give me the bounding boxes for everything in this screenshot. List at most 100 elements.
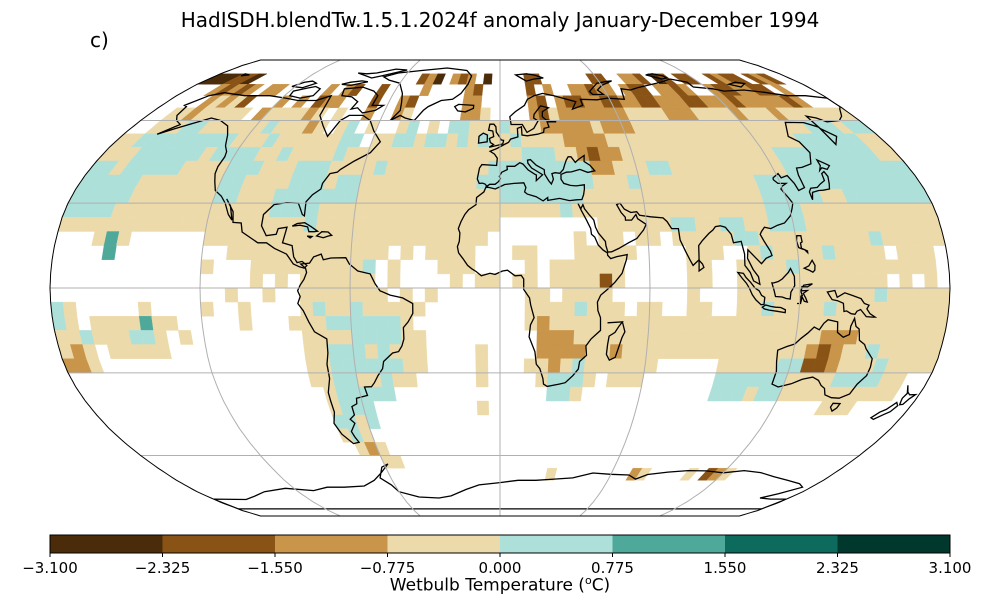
- grid-cell: [153, 330, 169, 345]
- grid-cell: [467, 133, 480, 148]
- grid-cell: [151, 316, 167, 331]
- grid-cell: [466, 146, 479, 162]
- colorbar: [49, 534, 951, 557]
- grid-cell: [871, 245, 886, 260]
- grid-cell: [730, 217, 746, 232]
- grid-cell: [785, 301, 800, 317]
- grid-cell: [315, 217, 330, 232]
- grid-cell: [317, 358, 333, 373]
- colorbar-tick-label: 2.325: [816, 559, 859, 577]
- grid-cell: [414, 202, 429, 218]
- grid-cell: [685, 316, 700, 331]
- grid-cell: [524, 245, 538, 260]
- grid-cell: [549, 273, 563, 289]
- grid-cell: [327, 217, 343, 232]
- grid-cell: [874, 273, 888, 289]
- panel-label: c): [90, 28, 109, 52]
- grid-cell: [784, 316, 799, 331]
- grid-cell: [451, 188, 465, 204]
- grid-cell: [387, 316, 402, 331]
- grid-cell: [936, 287, 950, 303]
- grid-cell: [883, 316, 899, 331]
- grid-cell: [908, 245, 924, 260]
- grid-cell: [861, 287, 876, 303]
- coastline: [513, 73, 544, 82]
- grid-cell: [535, 188, 549, 204]
- grid-cell: [621, 217, 636, 232]
- grid-cell: [607, 358, 622, 373]
- grid-cell: [609, 344, 624, 359]
- grid-cell: [451, 202, 465, 218]
- grid-cell: [548, 330, 563, 345]
- grid-cell: [324, 273, 338, 289]
- grid-cell: [836, 273, 851, 289]
- coastline: [645, 73, 669, 80]
- grid-cell: [574, 301, 588, 317]
- grid-cell: [379, 188, 395, 204]
- grid-cell: [823, 259, 838, 275]
- grid-cell: [706, 344, 722, 359]
- grid-cell: [350, 245, 365, 260]
- coastline: [456, 78, 843, 388]
- grid-cell: [324, 259, 339, 275]
- grid-cell: [561, 301, 576, 317]
- grid-cell: [313, 316, 328, 331]
- grid-cell: [599, 301, 613, 317]
- grid-cell: [710, 245, 725, 260]
- grid-cell: [388, 330, 403, 345]
- grid-cell: [774, 287, 788, 303]
- grid-cell: [536, 330, 550, 345]
- grid-cell: [405, 174, 420, 190]
- grid-cell: [447, 120, 461, 134]
- grid-cell: [413, 217, 428, 232]
- grid-cell: [362, 301, 376, 317]
- colorbar-label-pre: Wetbulb Temperature (: [389, 575, 585, 596]
- grid-cell: [352, 344, 367, 359]
- grid-cell: [686, 273, 701, 289]
- grid-cell: [673, 316, 687, 331]
- grid-cell: [871, 316, 886, 331]
- grid-cell: [796, 316, 812, 331]
- grid-cell: [475, 344, 489, 359]
- grid-cell: [238, 245, 253, 260]
- grid-cell: [562, 273, 576, 289]
- grid-cell: [647, 231, 662, 246]
- grid-cell: [89, 316, 105, 331]
- grid-cell: [263, 245, 278, 260]
- grid-cell: [200, 259, 215, 275]
- grid-cell: [418, 84, 433, 96]
- grid-cell: [449, 273, 463, 289]
- grid-cell: [597, 217, 611, 232]
- grid-cell: [594, 188, 609, 204]
- grid-cell: [697, 245, 712, 260]
- coastline: [296, 253, 414, 445]
- grid-cell: [747, 245, 762, 260]
- grid-cell: [487, 273, 501, 289]
- colorbar-tick-label: 3.100: [928, 559, 972, 577]
- grid-cell: [671, 330, 686, 345]
- grid-cell: [432, 146, 447, 162]
- coastline: [213, 463, 804, 510]
- grid-cell: [772, 316, 787, 331]
- grid-cell: [363, 330, 378, 345]
- grid-cell: [861, 273, 876, 289]
- grid-cell: [595, 202, 610, 218]
- grid-cell: [227, 231, 243, 246]
- grid-cell: [464, 174, 478, 190]
- grid-cell: [849, 273, 863, 289]
- grid-cell: [605, 188, 621, 204]
- grid-cell: [682, 344, 697, 359]
- grid-cell: [101, 316, 117, 331]
- grid-cell: [633, 344, 648, 359]
- grid-cell: [922, 301, 938, 317]
- grid-cell: [574, 316, 588, 331]
- grid-cell: [574, 259, 588, 275]
- grid-cell: [835, 259, 850, 275]
- colorbar-segment: [387, 535, 501, 553]
- grid-cell: [799, 273, 813, 289]
- colorbar-tick-label: 1.550: [703, 559, 747, 577]
- grid-cell: [419, 160, 434, 176]
- colorbar-tick-label: −1.550: [247, 559, 303, 577]
- coastline: [291, 80, 318, 89]
- grid-cell: [745, 231, 761, 246]
